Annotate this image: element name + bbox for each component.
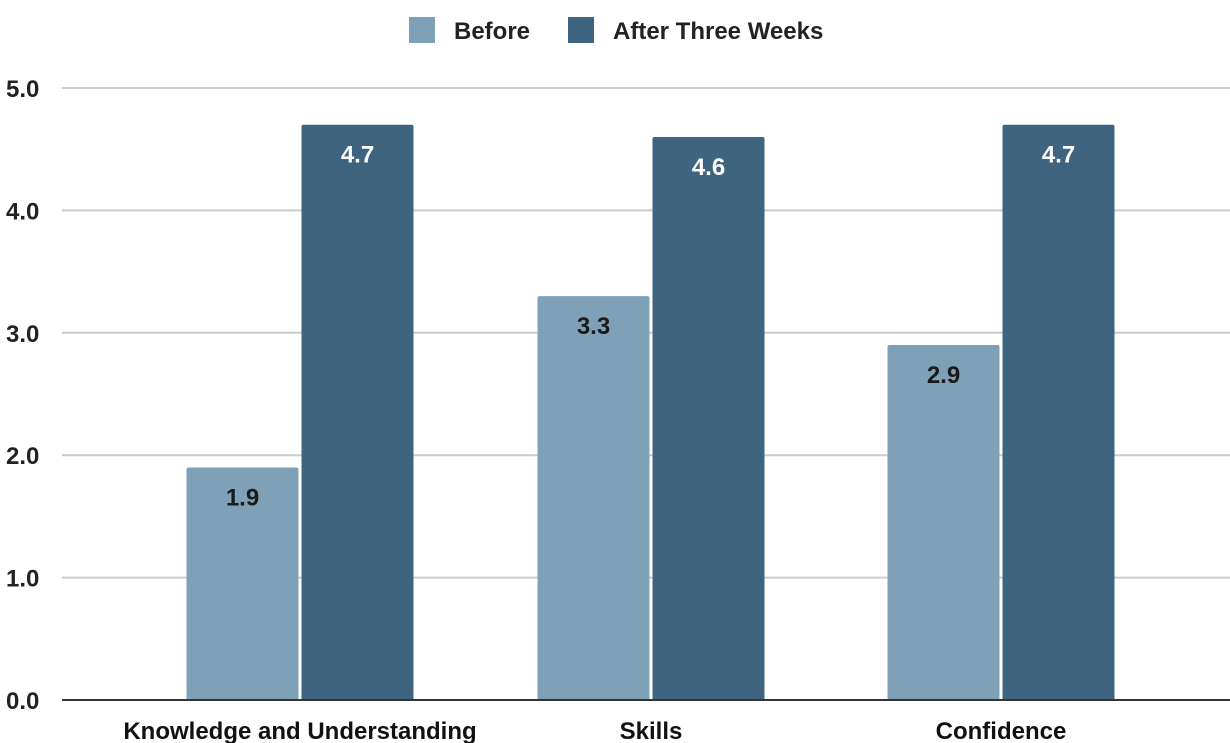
legend-label: After Three Weeks	[613, 18, 823, 45]
bar-after	[652, 136, 765, 700]
data-label: 4.6	[692, 154, 725, 181]
y-tick-label: 4.0	[6, 198, 39, 225]
bar-before	[537, 296, 650, 700]
y-tick-label: 3.0	[6, 321, 39, 348]
category-label: Knowledge and Understanding	[123, 718, 476, 743]
data-labels: 1.9 3.3 2.9 4.7 4.6 4.7	[226, 142, 1075, 512]
y-tick-label: 0.0	[6, 688, 39, 715]
data-label: 4.7	[341, 142, 374, 169]
legend-label: Before	[454, 18, 530, 45]
bar-after	[301, 124, 414, 701]
data-label: 3.3	[577, 313, 610, 340]
legend: Before After Three Weeks	[409, 17, 823, 45]
data-label: 2.9	[927, 362, 960, 389]
bar-before	[186, 467, 299, 700]
bars	[186, 124, 1115, 701]
data-label: 1.9	[226, 484, 259, 511]
category-label: Skills	[620, 718, 683, 743]
category-labels: Knowledge and Understanding Skills Confide…	[123, 718, 1066, 743]
y-tick-label: 1.0	[6, 566, 39, 593]
bar-after	[1002, 124, 1115, 701]
y-tick-label: 5.0	[6, 76, 39, 103]
y-axis-ticks: 0.0 1.0 2.0 3.0 4.0 5.0	[6, 76, 39, 715]
category-label: Confidence	[936, 718, 1067, 743]
y-tick-label: 2.0	[6, 443, 39, 470]
legend-swatch	[568, 17, 594, 43]
data-label: 4.7	[1042, 142, 1075, 169]
bar-before	[887, 345, 1000, 700]
legend-swatch	[409, 17, 435, 43]
